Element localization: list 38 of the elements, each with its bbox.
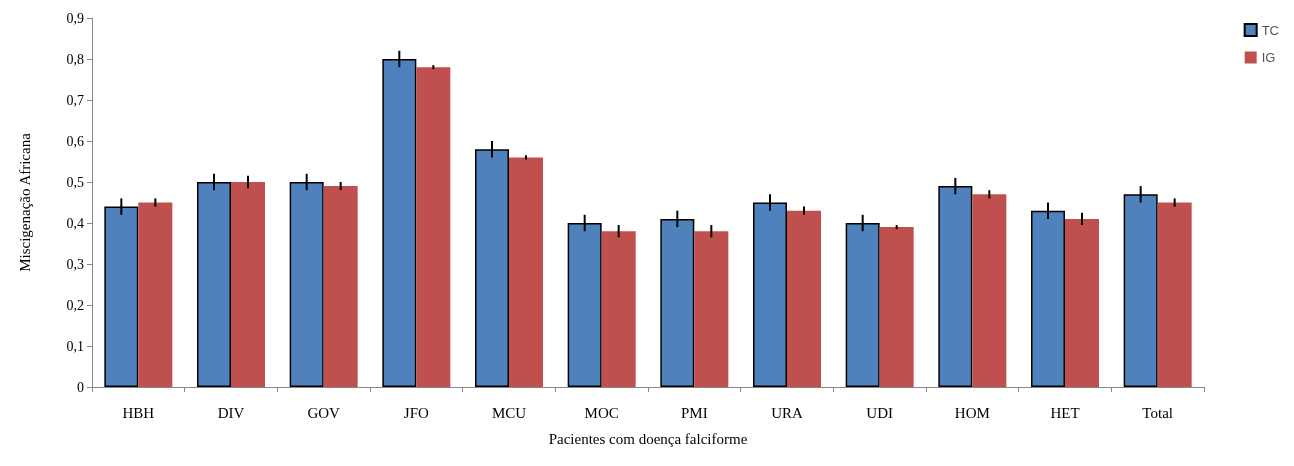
- x-tick-label: HOM: [954, 404, 990, 421]
- x-tick-label: PMI: [680, 404, 708, 421]
- x-tick-label: URA: [771, 404, 803, 421]
- bar: [694, 231, 729, 387]
- x-tick-label: DIV: [217, 404, 245, 421]
- x-tick-label: HBH: [122, 404, 155, 421]
- x-tick-label: Total: [1142, 404, 1173, 421]
- x-tick-label: GOV: [307, 404, 341, 421]
- legend-label: IG: [1261, 50, 1276, 65]
- y-tick-label: 0,5: [66, 174, 84, 190]
- bar: [601, 231, 636, 387]
- bar: [879, 227, 914, 387]
- x-tick-label: JFO: [403, 404, 430, 421]
- bar: [1065, 218, 1099, 387]
- x-axis-title: Pacientes com doença falciforme: [548, 430, 748, 447]
- bar: [1157, 202, 1192, 387]
- bar: [416, 67, 451, 387]
- y-tick-label: 0,8: [66, 51, 84, 67]
- bar: [972, 194, 1007, 387]
- bar: [323, 186, 358, 387]
- y-tick-label: 0,7: [66, 92, 84, 108]
- bar: [231, 182, 265, 387]
- x-tick-label: UDI: [866, 404, 893, 421]
- x-tick-label: HET: [1050, 404, 1080, 421]
- y-tick-label: 0,2: [66, 297, 84, 313]
- y-tick-label: 0,4: [66, 215, 84, 231]
- bar: [787, 210, 821, 387]
- y-tick-label: 0: [77, 379, 84, 395]
- legend-label: TC: [1261, 22, 1280, 38]
- bar: [138, 202, 173, 387]
- x-tick-label: MCU: [491, 404, 527, 421]
- y-tick-label: 0,3: [66, 256, 84, 272]
- bar: [509, 157, 543, 387]
- y-tick-label: 0,6: [66, 133, 84, 149]
- y-tick-label: 0,1: [66, 338, 84, 354]
- x-tick-label: MOC: [584, 404, 619, 421]
- y-tick-label: 0,9: [66, 10, 84, 26]
- y-axis-title: Miscigenação Africana: [16, 132, 33, 272]
